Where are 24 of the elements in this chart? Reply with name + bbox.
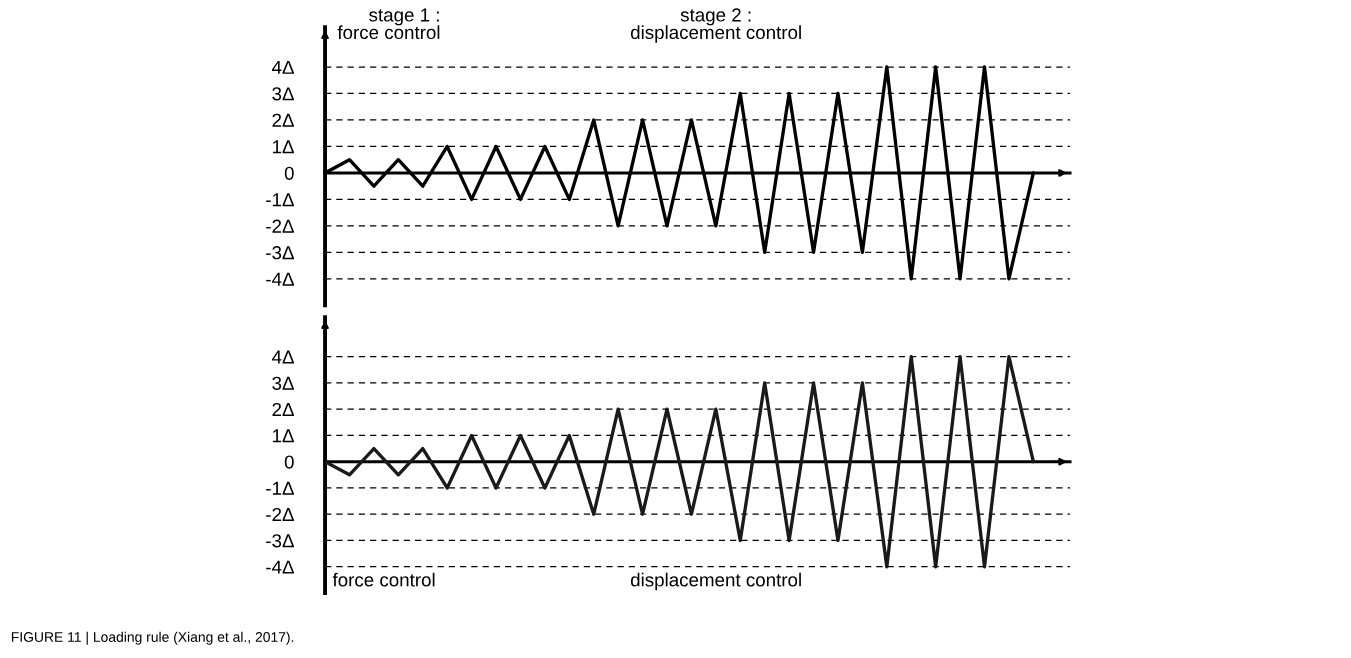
annotation: stage 2 : displacement control bbox=[630, 8, 801, 43]
annotation: force control bbox=[332, 572, 435, 587]
annotation: stage 1 : force control bbox=[337, 8, 440, 40]
caption: FIGURE 11 | Loading rule (Xiang et al., 2017). bbox=[11, 631, 294, 645]
y-tick-label: -4Δ bbox=[266, 272, 294, 286]
y-tick-label: 3Δ bbox=[272, 87, 294, 101]
y-tick-label: 0 bbox=[284, 455, 294, 469]
y-tick-label: 1Δ bbox=[272, 140, 294, 154]
y-tick-label: 2Δ bbox=[272, 402, 294, 416]
y-tick-label: -3Δ bbox=[266, 534, 294, 548]
annotation: displacement control bbox=[630, 572, 801, 591]
y-tick-label: 0 bbox=[284, 166, 294, 180]
y-tick-label: 2Δ bbox=[272, 113, 294, 127]
y-tick-label: -1Δ bbox=[266, 193, 294, 207]
line-series bbox=[325, 355, 1036, 569]
y-tick-label: -4Δ bbox=[266, 560, 294, 574]
y-tick-label: -1Δ bbox=[266, 481, 294, 495]
y-tick-label: 4Δ bbox=[271, 350, 294, 364]
y-tick-label: 3Δ bbox=[272, 376, 294, 390]
y-tick-label: 4Δ bbox=[271, 60, 294, 74]
y-tick-label: -3Δ bbox=[266, 246, 294, 260]
y-tick-label: 1Δ bbox=[272, 429, 294, 443]
y-tick-label: -2Δ bbox=[266, 219, 294, 233]
y-tick-label: -2Δ bbox=[266, 507, 294, 522]
